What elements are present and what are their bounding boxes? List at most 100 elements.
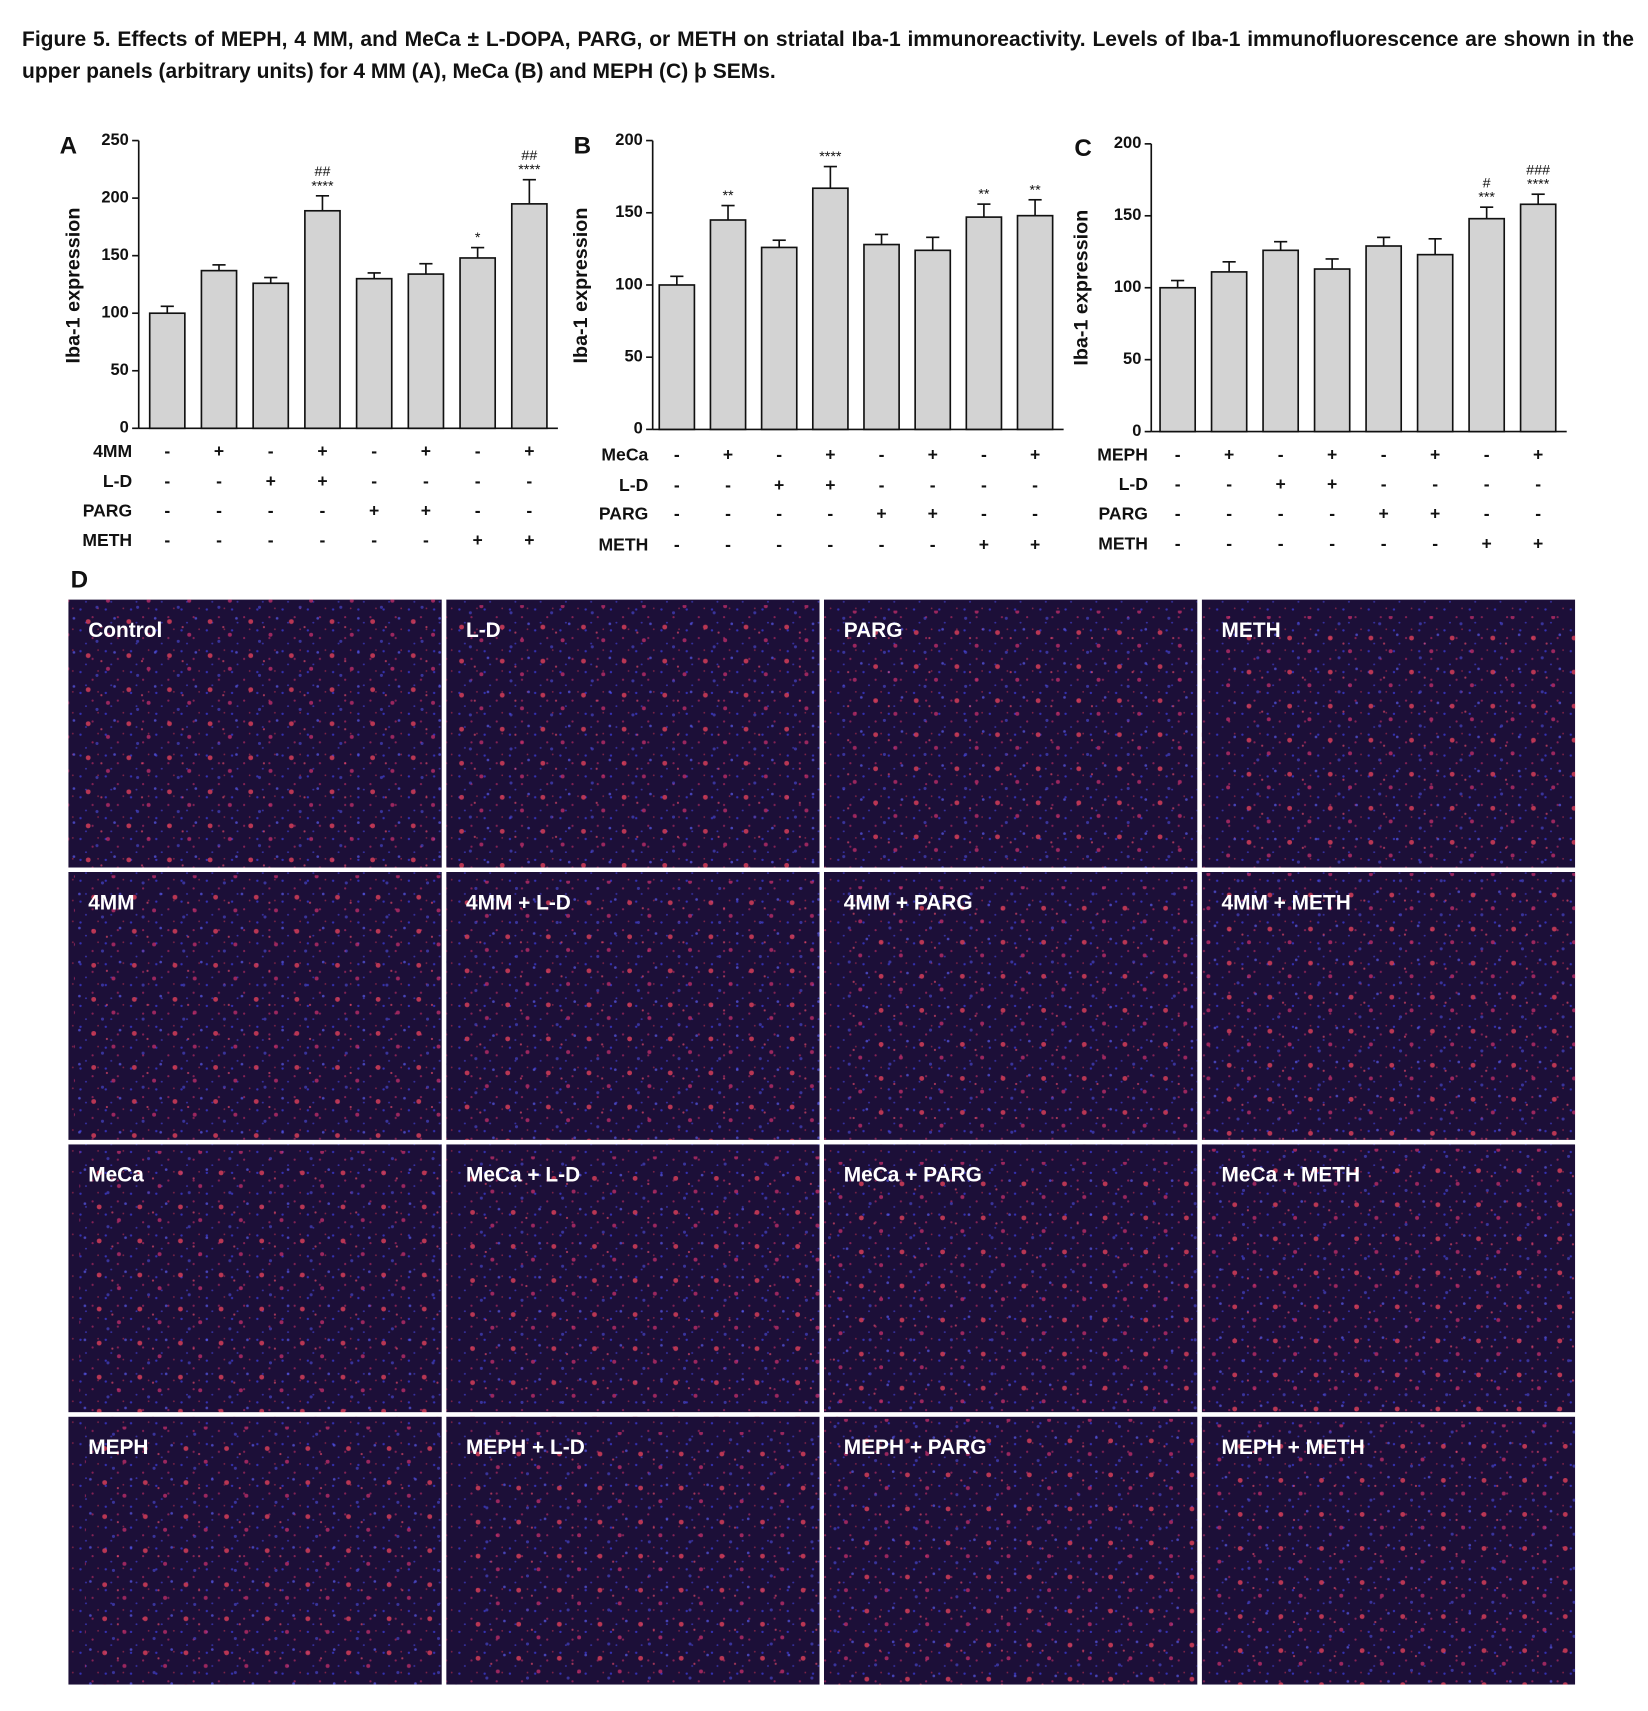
condition-mark: - (776, 444, 782, 464)
condition-name: METH (599, 534, 649, 554)
panel-letter: C (1074, 135, 1091, 162)
condition-mark: - (776, 504, 782, 524)
panel-letter: B (574, 133, 591, 160)
condition-name: PARG (1099, 504, 1148, 524)
condition-name: MEPH (1097, 444, 1148, 464)
condition-mark: - (1175, 444, 1181, 464)
condition-mark: - (475, 500, 481, 520)
micrograph-label: 4MM + METH (1222, 891, 1351, 914)
micrograph-cells (1210, 1148, 1584, 1417)
micrograph-cells (1205, 873, 1579, 1142)
condition-name: L-D (619, 475, 648, 495)
bar (965, 216, 1003, 431)
condition-mark: + (369, 500, 379, 520)
micrograph (824, 1144, 1199, 1430)
condition-mark: - (1032, 475, 1038, 495)
condition-mark: - (1535, 504, 1541, 524)
bar (863, 243, 900, 431)
gutter (1197, 599, 1202, 1690)
bar (148, 312, 186, 430)
condition-mark: - (981, 475, 987, 495)
y-tick-label: 250 (101, 131, 128, 149)
condition-mark: + (421, 441, 431, 461)
y-tick-label: 150 (101, 246, 128, 264)
condition-mark: + (1224, 444, 1234, 464)
bar (252, 282, 290, 430)
micrograph (446, 871, 833, 1149)
condition-mark: - (1329, 504, 1335, 524)
condition-mark: - (1329, 533, 1335, 553)
caption: Figure 5. Effects of MEPH, 4 MM, and MeC… (22, 28, 1634, 83)
condition-mark: - (930, 475, 936, 495)
condition-name: L-D (1119, 474, 1148, 494)
condition-mark: - (725, 504, 731, 524)
condition-mark: + (472, 530, 482, 550)
condition-mark: + (1030, 444, 1040, 464)
y-tick-label: 0 (120, 419, 129, 437)
bar (1262, 249, 1300, 433)
micrograph (68, 1416, 459, 1695)
condition-mark: + (723, 444, 733, 464)
condition-mark: + (928, 444, 938, 464)
condition-mark: - (475, 471, 481, 491)
y-tick-label: 50 (111, 361, 129, 379)
significance-label: ## (521, 148, 537, 164)
micrograph-label: MeCa + L-D (466, 1164, 580, 1187)
significance-label: # (1483, 175, 1491, 191)
bar (355, 277, 393, 430)
micrograph (1201, 1144, 1584, 1417)
condition-mark: - (164, 530, 170, 550)
condition-mark: - (268, 441, 274, 461)
gutter (55, 1684, 1593, 1711)
condition-mark: - (879, 444, 885, 464)
condition-mark: - (879, 534, 885, 554)
bar (1016, 214, 1054, 431)
y-axis-label: Iba-1 expression (570, 208, 592, 364)
condition-mark: + (1327, 474, 1337, 494)
micrograph (68, 1144, 453, 1419)
bar (760, 246, 798, 431)
micrograph-label: MeCa + PARG (844, 1164, 982, 1187)
y-tick-label: 100 (615, 275, 642, 293)
condition-mark: - (981, 504, 987, 524)
y-tick-label: 150 (1114, 206, 1141, 224)
bar (1519, 203, 1557, 433)
micrograph-cells (459, 880, 833, 1149)
condition-mark: - (164, 441, 170, 461)
condition-mark: - (371, 530, 377, 550)
significance-label: **** (819, 149, 842, 165)
bar (1159, 286, 1197, 433)
condition-mark: - (1381, 474, 1387, 494)
condition-mark: + (774, 475, 784, 495)
condition-mark: - (1432, 533, 1438, 553)
condition-mark: - (475, 441, 481, 461)
micrograph-cells (839, 610, 1213, 879)
condition-mark: - (371, 441, 377, 461)
condition-mark: - (1175, 504, 1181, 524)
condition-mark: - (1381, 444, 1387, 464)
significance-label: **** (518, 162, 541, 178)
bar (200, 269, 238, 430)
micrograph (1201, 1416, 1590, 1693)
bar (709, 219, 747, 431)
y-tick-label: 200 (101, 188, 128, 206)
micrograph-label: MEPH + L-D (466, 1436, 585, 1459)
micrograph-label: 4MM + L-D (466, 891, 571, 914)
micrograph-label: METH (1222, 619, 1281, 642)
condition-mark: - (1226, 533, 1232, 553)
condition-name: PARG (599, 504, 648, 524)
condition-mark: - (1032, 504, 1038, 524)
y-tick-label: 0 (634, 420, 643, 438)
condition-mark: + (1533, 444, 1543, 464)
micrograph-label: MEPH (88, 1436, 148, 1459)
condition-mark: + (524, 441, 534, 461)
condition-name: METH (1098, 533, 1148, 553)
condition-mark: + (928, 504, 938, 524)
micrograph-cells (825, 1161, 1199, 1430)
micrograph-cells (830, 1418, 1204, 1687)
condition-mark: - (674, 475, 680, 495)
condition-mark: - (164, 471, 170, 491)
condition-mark: - (1535, 474, 1541, 494)
micrograph (446, 1416, 844, 1701)
